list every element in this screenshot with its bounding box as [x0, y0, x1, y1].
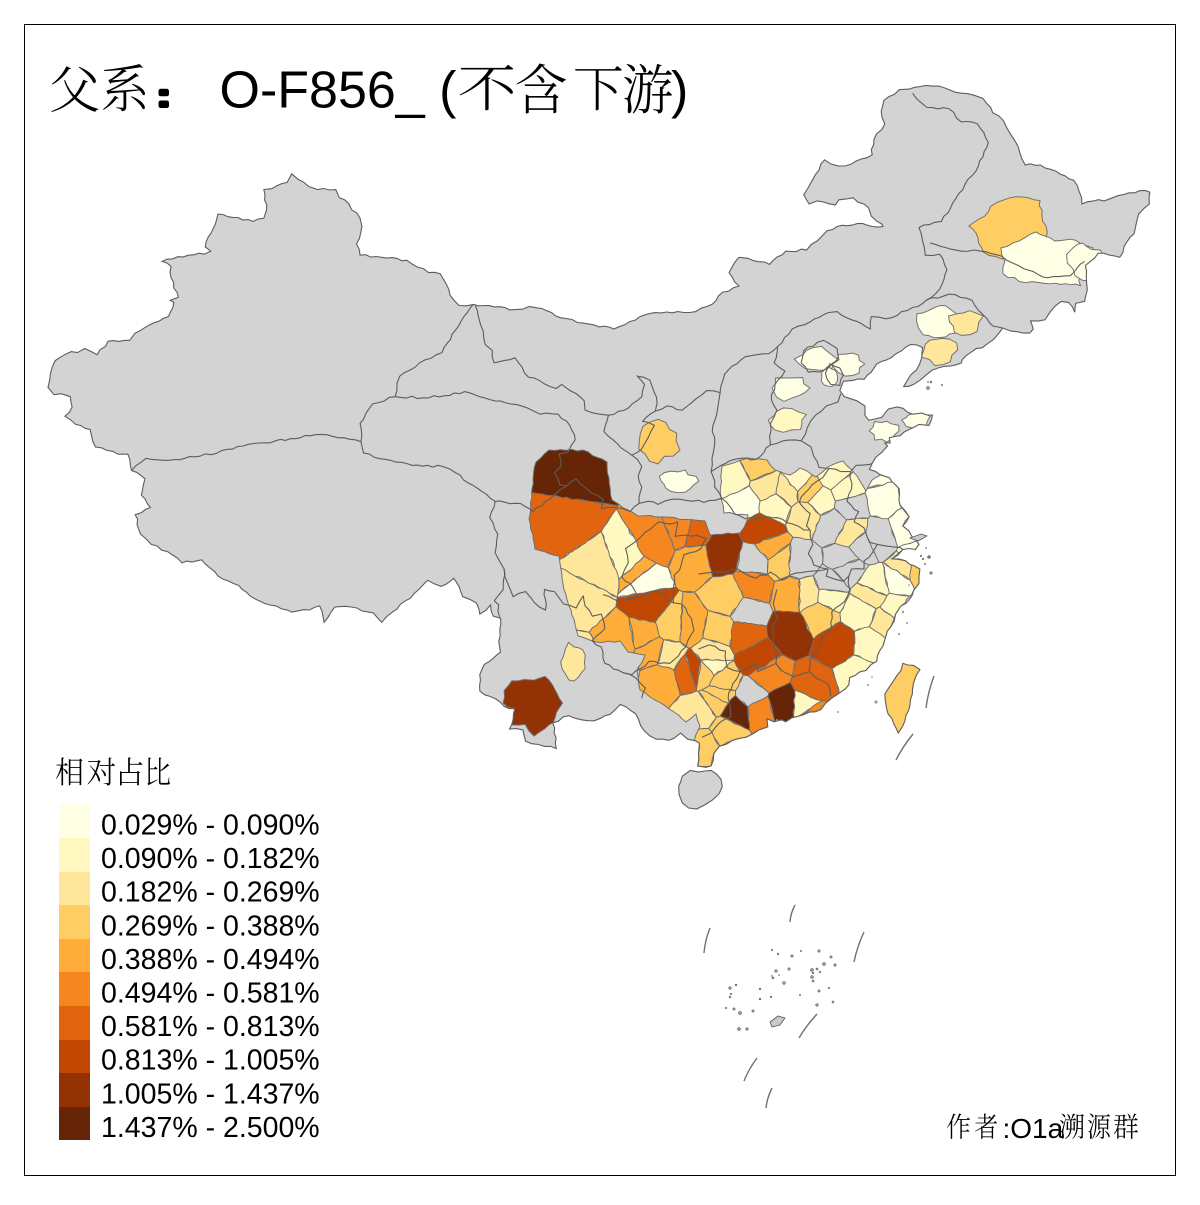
svg-text:O-F856_ (: O-F856_ ( — [220, 62, 458, 120]
svg-text:0.813% - 1.005%: 0.813% - 1.005% — [101, 1045, 320, 1077]
svg-text:0.581% - 0.813%: 0.581% - 0.813% — [101, 1011, 320, 1043]
svg-text:0.029% - 0.090%: 0.029% - 0.090% — [101, 810, 320, 842]
svg-text:0.269% - 0.388%: 0.269% - 0.388% — [101, 910, 320, 942]
svg-text:0.494% - 0.581%: 0.494% - 0.581% — [101, 978, 320, 1010]
svg-text:0.182% - 0.269%: 0.182% - 0.269% — [101, 877, 320, 909]
svg-text:): ) — [671, 62, 688, 120]
svg-text:0.090% - 0.182%: 0.090% - 0.182% — [101, 843, 320, 875]
svg-text::O1a: :O1a — [1003, 1113, 1064, 1144]
svg-text:1.437% - 2.500%: 1.437% - 2.500% — [101, 1112, 320, 1144]
svg-text:0.388% - 0.494%: 0.388% - 0.494% — [101, 944, 320, 976]
svg-text:1.005% - 1.437%: 1.005% - 1.437% — [101, 1078, 320, 1110]
